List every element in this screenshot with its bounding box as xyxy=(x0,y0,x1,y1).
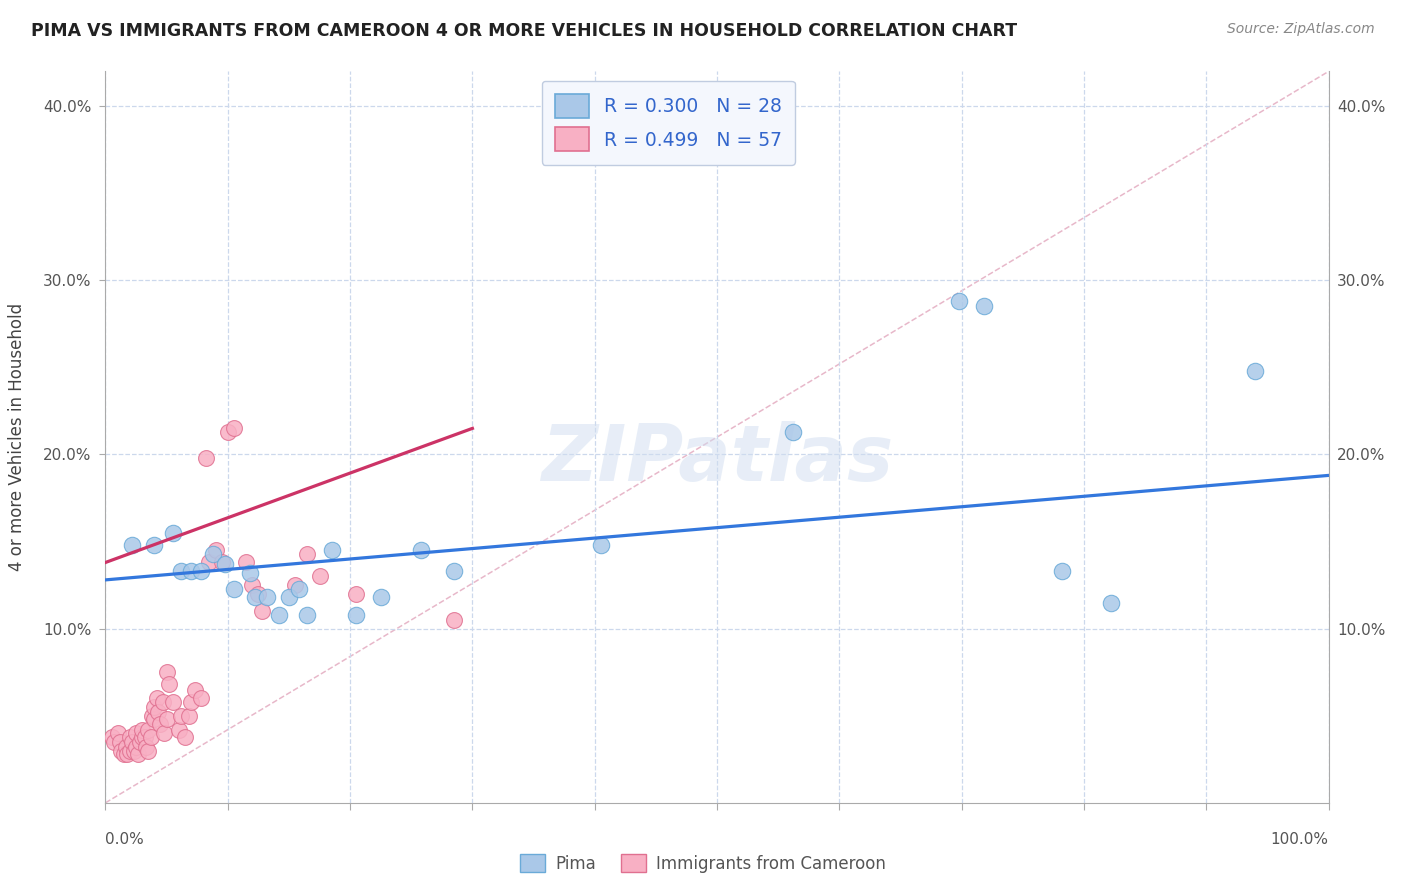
Point xyxy=(156,665,179,680)
Point xyxy=(180,564,202,578)
Point xyxy=(321,543,343,558)
Text: Source: ZipAtlas.com: Source: ZipAtlas.com xyxy=(1227,22,1375,37)
Point xyxy=(256,591,278,605)
Point xyxy=(157,677,180,691)
Point xyxy=(297,607,319,622)
Point xyxy=(107,726,129,740)
Point xyxy=(443,564,465,578)
Legend: R = 0.300   N = 28, R = 0.499   N = 57: R = 0.300 N = 28, R = 0.499 N = 57 xyxy=(541,81,794,164)
Point xyxy=(190,691,212,706)
Point xyxy=(136,723,159,737)
Point xyxy=(170,708,193,723)
Point xyxy=(146,691,169,706)
Point xyxy=(297,547,319,561)
Point xyxy=(194,450,217,465)
Point xyxy=(174,730,197,744)
Point xyxy=(125,726,148,740)
Point xyxy=(217,425,239,439)
Point xyxy=(198,556,221,570)
Point xyxy=(136,743,159,757)
Point xyxy=(243,591,266,605)
Text: PIMA VS IMMIGRANTS FROM CAMEROON 4 OR MORE VEHICLES IN HOUSEHOLD CORRELATION CHA: PIMA VS IMMIGRANTS FROM CAMEROON 4 OR MO… xyxy=(31,22,1017,40)
Point xyxy=(121,538,143,552)
Point xyxy=(211,556,233,570)
Point xyxy=(125,740,148,755)
Point xyxy=(235,556,257,570)
Point xyxy=(240,578,263,592)
Point xyxy=(222,582,245,596)
Point xyxy=(128,735,150,749)
Point xyxy=(782,425,804,439)
Point xyxy=(143,700,166,714)
Point xyxy=(100,730,122,744)
Point xyxy=(146,705,169,719)
Point xyxy=(344,607,367,622)
Point xyxy=(141,708,163,723)
Point xyxy=(122,743,145,757)
Point xyxy=(177,708,200,723)
Point xyxy=(284,578,307,592)
Point xyxy=(153,726,176,740)
Point xyxy=(409,543,432,558)
Point xyxy=(131,723,153,737)
Point xyxy=(108,735,131,749)
Point xyxy=(103,735,125,749)
Point xyxy=(180,695,202,709)
Point xyxy=(110,743,132,757)
Point xyxy=(308,569,330,583)
Point xyxy=(156,712,179,726)
Point xyxy=(127,747,149,761)
Point xyxy=(135,740,157,755)
Point xyxy=(443,613,465,627)
Point xyxy=(239,566,262,580)
Point xyxy=(1244,364,1267,378)
Point xyxy=(1050,564,1073,578)
Point xyxy=(190,564,212,578)
Point xyxy=(167,723,190,737)
Point xyxy=(143,712,166,726)
Point xyxy=(118,730,141,744)
Point xyxy=(121,735,143,749)
Point xyxy=(370,591,392,605)
Point xyxy=(973,300,995,314)
Point xyxy=(222,421,245,435)
Point xyxy=(344,587,367,601)
Point xyxy=(202,547,225,561)
Point xyxy=(948,294,970,309)
Point xyxy=(162,695,184,709)
Point xyxy=(131,730,153,744)
Y-axis label: 4 or more Vehicles in Household: 4 or more Vehicles in Household xyxy=(8,303,27,571)
Point xyxy=(162,525,184,540)
Point xyxy=(117,747,139,761)
Legend: Pima, Immigrants from Cameroon: Pima, Immigrants from Cameroon xyxy=(513,847,893,880)
Point xyxy=(184,682,207,697)
Point xyxy=(1099,595,1122,609)
Point xyxy=(247,587,270,601)
Point xyxy=(134,730,156,744)
Point xyxy=(139,730,162,744)
Point xyxy=(250,604,273,618)
Text: ZIPatlas: ZIPatlas xyxy=(541,421,893,497)
Point xyxy=(278,591,301,605)
Point xyxy=(118,743,141,757)
Point xyxy=(269,607,291,622)
Point xyxy=(143,538,166,552)
Point xyxy=(149,717,172,731)
Point xyxy=(204,543,226,558)
Point xyxy=(287,582,309,596)
Text: 0.0%: 0.0% xyxy=(105,832,145,847)
Point xyxy=(589,538,612,552)
Point xyxy=(214,558,236,572)
Point xyxy=(115,740,138,755)
Point xyxy=(112,747,135,761)
Text: 100.0%: 100.0% xyxy=(1271,832,1329,847)
Point xyxy=(170,564,193,578)
Point xyxy=(152,695,174,709)
